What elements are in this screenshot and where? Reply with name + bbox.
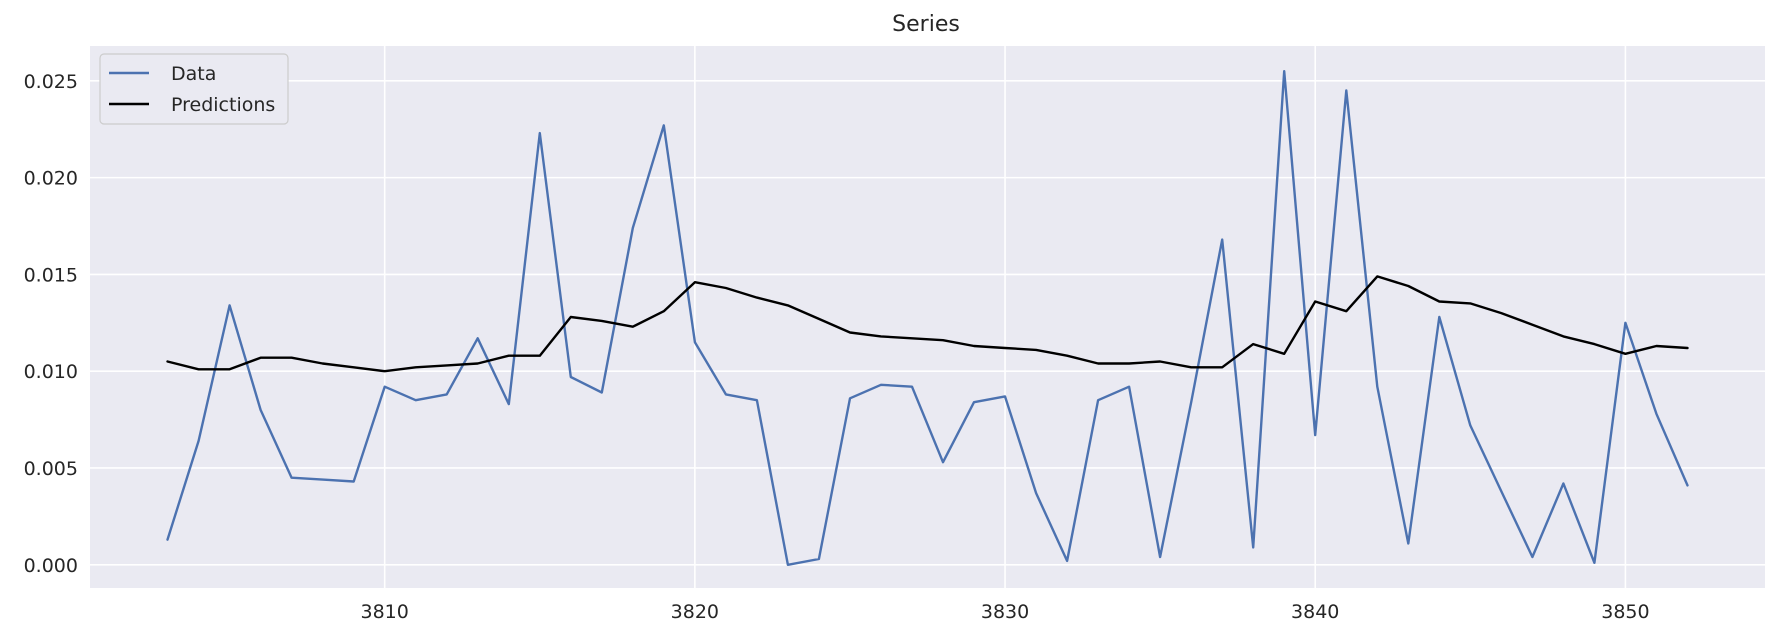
series-line-predictions <box>166 275 1689 373</box>
y-axis-tick-labels: 0.000 0.005 0.010 0.015 0.020 0.025 <box>24 71 78 577</box>
legend-label: Predictions <box>171 94 275 116</box>
grid-lines <box>90 46 1765 588</box>
y-tick-label: 0.000 <box>24 555 78 577</box>
x-tick-label: 3830 <box>981 601 1029 623</box>
y-tick-label: 0.015 <box>24 264 78 286</box>
x-axis-tick-labels: 3810 3820 3830 3840 3850 <box>360 601 1649 623</box>
legend: Data Predictions <box>99 53 289 125</box>
y-tick-label: 0.020 <box>24 168 78 190</box>
legend-label: Data <box>171 63 216 85</box>
chart-title: Series <box>892 12 960 37</box>
y-tick-label: 0.010 <box>24 361 78 383</box>
x-tick-label: 3840 <box>1291 601 1339 623</box>
series-line-data <box>166 69 1689 566</box>
series-lines <box>166 69 1689 566</box>
x-tick-label: 3820 <box>671 601 719 623</box>
y-tick-label: 0.005 <box>24 458 78 480</box>
plot-area <box>90 46 1765 588</box>
x-tick-label: 3810 <box>360 601 408 623</box>
x-tick-label: 3850 <box>1601 601 1649 623</box>
y-tick-label: 0.025 <box>24 71 78 93</box>
legend-box <box>99 53 289 125</box>
